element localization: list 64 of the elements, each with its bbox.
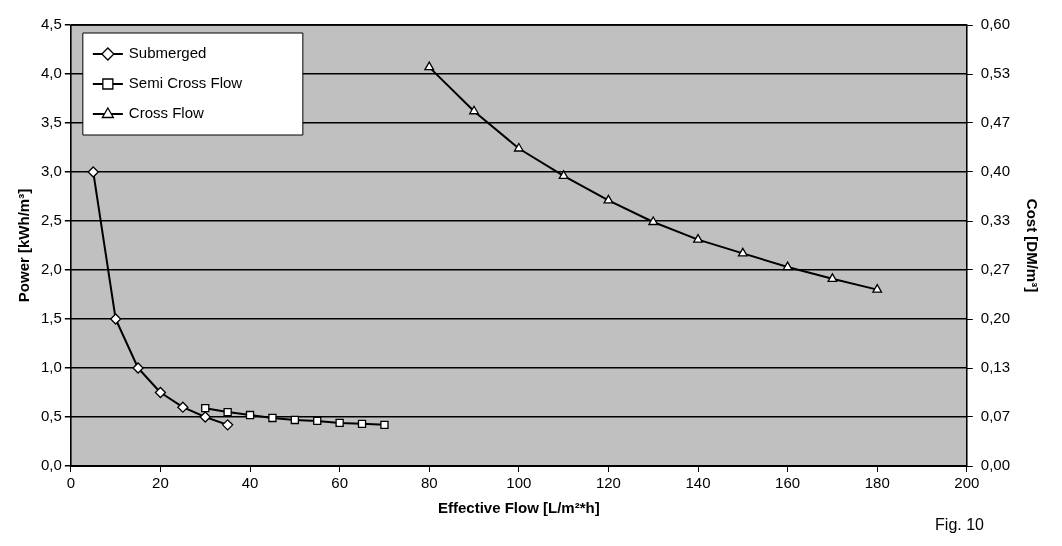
point bbox=[201, 403, 210, 413]
y-tick-label: 3,0 bbox=[40, 162, 62, 180]
y2-tick-label: 0,13 bbox=[980, 358, 1011, 376]
point bbox=[357, 419, 367, 429]
point bbox=[87, 166, 99, 178]
x-tick-label: 200 bbox=[954, 474, 980, 492]
x-tick-label: 100 bbox=[506, 474, 532, 492]
x-tick-label: 140 bbox=[685, 474, 711, 492]
point bbox=[648, 216, 659, 226]
point bbox=[380, 420, 389, 430]
y-tick-label: 0,5 bbox=[40, 407, 62, 425]
point bbox=[110, 313, 122, 325]
y2-axis-title: Cost [DM/m³] bbox=[1023, 198, 1041, 293]
y-tick-label: 1,5 bbox=[40, 309, 62, 327]
x-tick-label: 20 bbox=[152, 474, 169, 492]
x-tick-label: 180 bbox=[864, 474, 890, 492]
y2-tick-label: 0,00 bbox=[980, 456, 1011, 474]
point bbox=[782, 261, 793, 271]
point bbox=[737, 247, 748, 257]
x-tick-label: 40 bbox=[241, 474, 259, 492]
x-tick-label: 0 bbox=[66, 474, 76, 492]
y2-tick-label: 0,33 bbox=[980, 211, 1011, 229]
y2-tick-label: 0,07 bbox=[980, 407, 1011, 425]
point bbox=[313, 416, 322, 426]
point bbox=[603, 194, 614, 204]
point bbox=[223, 407, 232, 417]
point bbox=[558, 170, 569, 180]
y-tick-label: 3,5 bbox=[40, 113, 62, 131]
y2-tick-label: 0,27 bbox=[980, 260, 1011, 278]
legend-label: Semi Cross Flow bbox=[128, 74, 243, 92]
point bbox=[268, 413, 277, 423]
point bbox=[424, 61, 435, 71]
y-tick-label: 2,5 bbox=[40, 211, 62, 229]
legend-label: Cross Flow bbox=[128, 104, 205, 122]
y-tick-label: 4,0 bbox=[40, 64, 62, 82]
point bbox=[154, 386, 167, 399]
point bbox=[827, 273, 838, 282]
y-tick-label: 2,0 bbox=[40, 260, 62, 278]
point bbox=[177, 401, 189, 413]
legend-label: Submerged bbox=[128, 44, 207, 62]
point bbox=[469, 105, 480, 115]
point bbox=[513, 142, 524, 152]
y-tick-label: 0,0 bbox=[40, 456, 62, 474]
x-tick-label: 60 bbox=[331, 474, 348, 492]
y-tick-label: 4,5 bbox=[40, 15, 62, 33]
caption: Fig. 10 bbox=[935, 516, 985, 534]
y-tick-label: 1,0 bbox=[40, 358, 62, 376]
x-tick-label: 80 bbox=[420, 474, 438, 492]
y2-tick-label: 0,53 bbox=[980, 64, 1011, 82]
y-axis-title: Power [kWh/m³] bbox=[15, 188, 33, 303]
point bbox=[221, 419, 234, 431]
y2-tick-label: 0,60 bbox=[980, 15, 1011, 33]
point bbox=[245, 410, 255, 420]
point bbox=[290, 415, 300, 425]
x-tick-label: 120 bbox=[595, 474, 621, 492]
y2-tick-label: 0,47 bbox=[980, 113, 1011, 131]
x-axis-title: Effective Flow [L/m²*h] bbox=[437, 499, 600, 517]
point bbox=[693, 233, 703, 243]
point bbox=[872, 283, 883, 293]
point bbox=[335, 418, 344, 428]
y2-tick-label: 0,40 bbox=[980, 162, 1011, 180]
y2-tick-label: 0,20 bbox=[980, 309, 1011, 327]
point bbox=[199, 411, 211, 423]
x-tick-label: 160 bbox=[775, 474, 801, 492]
